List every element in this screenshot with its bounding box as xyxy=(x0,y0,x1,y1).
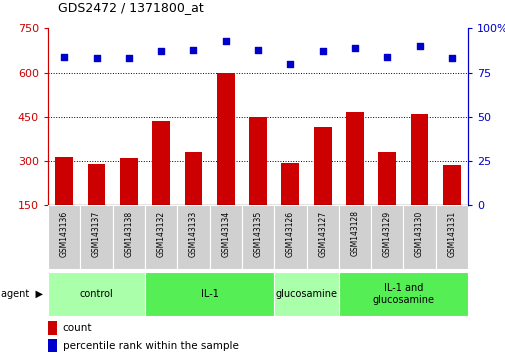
Point xyxy=(125,56,133,61)
Bar xyxy=(338,205,370,269)
Bar xyxy=(120,158,137,250)
Text: GSM143132: GSM143132 xyxy=(157,210,165,257)
Text: GSM143131: GSM143131 xyxy=(446,210,456,257)
Bar xyxy=(402,205,435,269)
Bar xyxy=(48,205,80,269)
Text: GSM143133: GSM143133 xyxy=(188,210,197,257)
Text: GDS2472 / 1371800_at: GDS2472 / 1371800_at xyxy=(58,1,204,14)
Bar xyxy=(378,152,395,250)
Bar xyxy=(48,339,57,352)
Bar xyxy=(248,117,267,250)
Bar xyxy=(209,205,241,269)
Text: control: control xyxy=(79,289,113,299)
Text: GSM143129: GSM143129 xyxy=(382,210,391,257)
Text: GSM143136: GSM143136 xyxy=(60,210,69,257)
Bar xyxy=(274,272,338,316)
Bar xyxy=(184,152,202,250)
Bar xyxy=(145,272,274,316)
Text: GSM143134: GSM143134 xyxy=(221,210,230,257)
Text: GSM143137: GSM143137 xyxy=(92,210,101,257)
Point xyxy=(189,47,197,52)
Point xyxy=(415,43,423,49)
Point xyxy=(157,48,165,54)
Text: GSM143127: GSM143127 xyxy=(318,210,327,257)
Bar xyxy=(345,113,363,250)
Bar xyxy=(274,205,306,269)
Bar xyxy=(442,166,460,250)
Bar xyxy=(48,321,57,335)
Point xyxy=(382,54,390,59)
Text: GSM143130: GSM143130 xyxy=(414,210,423,257)
Bar xyxy=(55,156,73,250)
Bar xyxy=(435,205,467,269)
Bar xyxy=(87,164,105,250)
Text: GSM143135: GSM143135 xyxy=(253,210,262,257)
Bar xyxy=(80,205,113,269)
Point xyxy=(447,56,455,61)
Bar xyxy=(241,205,274,269)
Point xyxy=(92,56,100,61)
Bar xyxy=(217,73,234,250)
Text: percentile rank within the sample: percentile rank within the sample xyxy=(63,341,238,350)
Bar xyxy=(306,205,338,269)
Text: GSM143126: GSM143126 xyxy=(285,210,294,257)
Bar xyxy=(370,205,402,269)
Text: IL-1: IL-1 xyxy=(200,289,218,299)
Point xyxy=(286,61,294,67)
Bar xyxy=(313,127,331,250)
Text: GSM143128: GSM143128 xyxy=(350,210,359,256)
Bar xyxy=(410,114,428,250)
Bar xyxy=(113,205,145,269)
Point xyxy=(60,54,68,59)
Point xyxy=(254,47,262,52)
Point xyxy=(318,48,326,54)
Bar xyxy=(145,205,177,269)
Text: count: count xyxy=(63,323,92,333)
Point xyxy=(350,45,359,51)
Bar xyxy=(48,272,145,316)
Text: glucosamine: glucosamine xyxy=(275,289,337,299)
Bar xyxy=(338,272,467,316)
Bar xyxy=(177,205,209,269)
Text: agent  ▶: agent ▶ xyxy=(1,289,42,299)
Bar xyxy=(152,121,170,250)
Bar xyxy=(281,162,298,250)
Text: IL-1 and
glucosamine: IL-1 and glucosamine xyxy=(372,283,434,305)
Text: GSM143138: GSM143138 xyxy=(124,210,133,257)
Point xyxy=(221,38,229,44)
